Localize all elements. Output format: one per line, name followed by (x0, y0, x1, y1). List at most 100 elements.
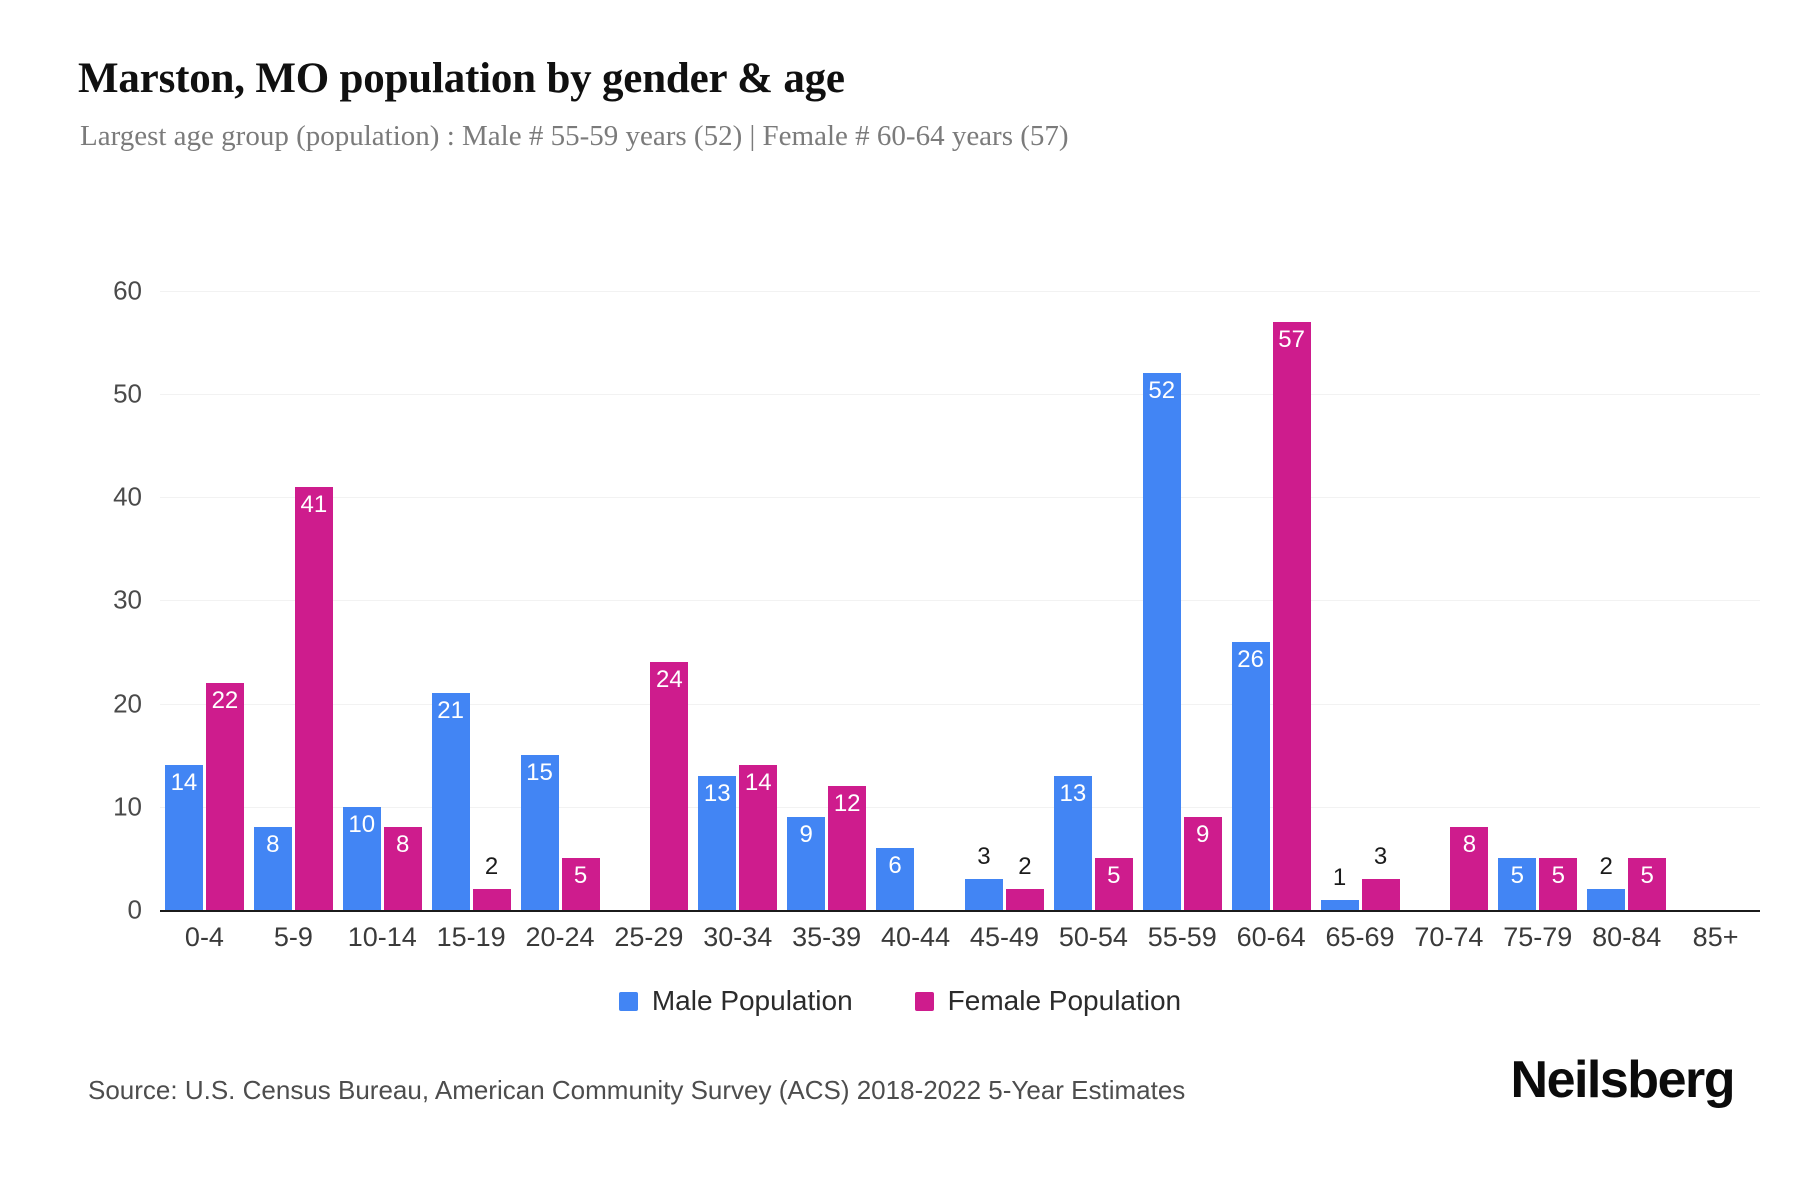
x-axis-tick-label: 80-84 (1592, 922, 1662, 952)
bar-value-label: 5 (1510, 862, 1524, 890)
x-axis-tick-label: 45-49 (969, 922, 1039, 952)
bar-value-label: 3 (1373, 843, 1388, 871)
bar-columns: 14 22 0-4 8 41 5-9 10 8 10-14 21 2 15-19 15 5 20-24 24 2… (160, 270, 1760, 952)
bar-female[interactable]: 5 (1539, 858, 1578, 910)
bar-male[interactable]: 13 (1053, 775, 1092, 910)
y-axis-tick-label: 50 (113, 378, 142, 409)
bar-male[interactable]: 15 (520, 755, 559, 910)
bar-value-label: 26 (1237, 645, 1264, 673)
gridline (160, 393, 1760, 395)
x-axis-tick-label: 55-59 (1147, 922, 1217, 952)
x-axis-tick-label: 20-24 (525, 922, 595, 952)
bar-value-label: 5 (573, 862, 588, 890)
bar-group: 10 8 10-14 (338, 270, 427, 952)
bar-female[interactable]: 2 (472, 855, 511, 910)
x-axis-tick-label: 70-74 (1414, 922, 1484, 952)
chart-legend: Male Population Female Population (0, 985, 1800, 1017)
bar-group: 21 2 15-19 (427, 270, 516, 952)
bar-group: 8 41 5-9 (249, 270, 338, 952)
legend-item[interactable]: Male Population (618, 985, 853, 1017)
x-axis-tick-label: 50-54 (1058, 922, 1128, 952)
bar-male[interactable]: 3 (964, 845, 1003, 910)
bar-male[interactable]: 10 (342, 806, 381, 910)
y-axis-tick-label: 0 (127, 894, 142, 925)
bar-value-label: 3 (977, 843, 991, 871)
bar-value-label: 8 (1462, 831, 1477, 859)
bar-male[interactable]: 14 (164, 765, 203, 910)
bar-value-label: 14 (170, 769, 198, 797)
bar-male[interactable]: 1 (1320, 865, 1359, 910)
bar-male[interactable]: 5 (1498, 858, 1537, 910)
legend-item[interactable]: Female Population (914, 985, 1182, 1017)
bar-value-label: 2 (1018, 853, 1032, 881)
bar-group: 13 14 30-34 (693, 270, 782, 952)
bar-female[interactable]: 14 (739, 765, 778, 910)
y-axis-tick-label: 20 (113, 688, 142, 719)
bar-male[interactable]: 8 (253, 827, 292, 910)
bar-value-label: 5 (1107, 862, 1121, 890)
bar-value-label: 8 (396, 831, 410, 859)
y-axis-tick-label: 60 (113, 275, 142, 306)
bar-value-label: 2 (484, 853, 499, 881)
bar-value-label: 15 (526, 759, 553, 787)
bar-female[interactable]: 3 (1361, 845, 1400, 910)
bar-group: 6 40-44 (871, 270, 960, 952)
bar-group: 85+ (1671, 270, 1760, 952)
bar-group: 24 25-29 (604, 270, 693, 952)
bar-male[interactable]: 26 (1231, 641, 1270, 910)
bar-value-label: 9 (1196, 821, 1210, 849)
bar-female[interactable]: 2 (1005, 855, 1044, 910)
x-axis-tick-label: 0-4 (184, 922, 224, 952)
bar-value-label: 13 (703, 779, 731, 807)
bar-group: 15 5 20-24 (516, 270, 605, 952)
bar-value-label: 12 (833, 790, 861, 818)
bar-female[interactable]: 5 (1094, 858, 1133, 910)
bar-group: 26 57 60-64 (1227, 270, 1316, 952)
bar-male[interactable]: 21 (431, 693, 470, 910)
x-axis-tick-label: 40-44 (881, 922, 951, 952)
bar-male[interactable]: 6 (876, 848, 915, 910)
brand-logo: Neilsberg (1510, 1051, 1736, 1109)
bar-female[interactable]: 9 (1183, 817, 1222, 910)
bar-female[interactable]: 8 (383, 827, 422, 910)
bar-value-label: 24 (656, 666, 683, 694)
legend-label: Male Population (651, 985, 853, 1016)
bar-female[interactable]: 22 (205, 682, 244, 910)
bar-group: 2 5 80-84 (1582, 270, 1671, 952)
bar-male[interactable]: 13 (698, 775, 737, 910)
x-axis-tick-label: 5-9 (273, 922, 313, 952)
gridline (160, 600, 1760, 602)
bar-group: 5 5 75-79 (1493, 270, 1582, 952)
bar-male[interactable]: 52 (1142, 373, 1181, 910)
bar-value-label: 41 (300, 490, 328, 518)
source-note: Source: U.S. Census Bureau, American Com… (88, 1075, 1186, 1105)
x-axis-tick-label: 85+ (1692, 922, 1739, 952)
bar-group: 52 9 55-59 (1138, 270, 1227, 952)
bar-female[interactable]: 24 (650, 662, 689, 910)
bar-female[interactable]: 5 (561, 858, 600, 910)
bar-female[interactable]: 41 (294, 486, 333, 910)
bar-female[interactable]: 8 (1450, 827, 1489, 910)
bar-female[interactable]: 57 (1272, 321, 1311, 910)
bar-male[interactable]: 9 (787, 817, 826, 910)
x-axis-tick-label: 65-69 (1325, 922, 1395, 952)
bar-value-label: 2 (1599, 853, 1613, 881)
bar-value-label: 5 (1640, 862, 1654, 890)
bar-female[interactable]: 5 (1628, 858, 1667, 910)
gridline (160, 290, 1760, 292)
y-axis-tick-label: 10 (113, 791, 142, 822)
bar-value-label: 1 (1332, 863, 1347, 891)
bar-value-label: 21 (437, 697, 464, 725)
page-subtitle: Largest age group (population) : Male # … (80, 120, 1069, 152)
x-axis-tick-label: 75-79 (1503, 922, 1573, 952)
legend-label: Female Population (947, 985, 1182, 1016)
bar-male[interactable]: 2 (1587, 855, 1626, 910)
bar-value-label: 8 (266, 831, 280, 859)
bar-group: 14 22 0-4 (160, 270, 249, 952)
legend-swatch-icon (914, 991, 934, 1011)
gridline (160, 497, 1760, 499)
x-axis-tick-label: 15-19 (436, 922, 506, 952)
x-axis-tick-label: 35-39 (792, 922, 862, 952)
bar-female[interactable]: 12 (828, 786, 867, 910)
